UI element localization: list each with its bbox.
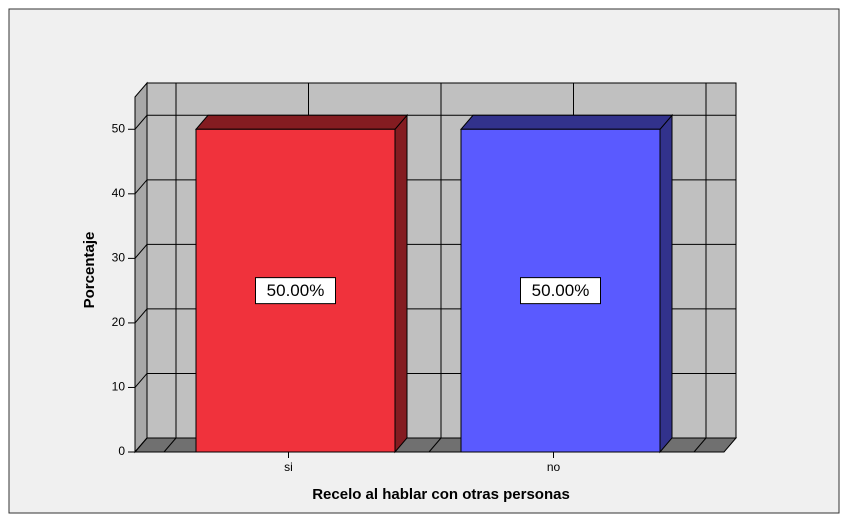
- bar-top: [194, 114, 409, 130]
- floor-grid: [693, 437, 707, 453]
- value-label-box: [520, 277, 601, 305]
- y-tick-label: 0: [118, 444, 125, 458]
- value-label: 50.00%: [532, 281, 590, 300]
- bar-side: [659, 113, 673, 454]
- y-tick-label: 10: [112, 380, 126, 394]
- bar-side: [394, 113, 408, 454]
- value-label: 50.00%: [267, 281, 325, 300]
- left-wall: [134, 81, 148, 454]
- x-axis-title: Recelo al hablar con otras personas: [312, 486, 570, 503]
- x-tick-label: no: [547, 460, 561, 474]
- y-axis-title: Porcentaje: [81, 232, 98, 309]
- floor-grid: [163, 437, 177, 453]
- bar-top: [459, 114, 674, 130]
- y-tick-label: 40: [112, 186, 126, 200]
- x-tick-label: si: [284, 460, 293, 474]
- y-tick-label: 20: [112, 315, 126, 329]
- value-label-box: [255, 277, 336, 305]
- floor-grid: [428, 437, 442, 453]
- y-tick-label: 50: [112, 121, 126, 135]
- y-tick-label: 30: [112, 251, 126, 265]
